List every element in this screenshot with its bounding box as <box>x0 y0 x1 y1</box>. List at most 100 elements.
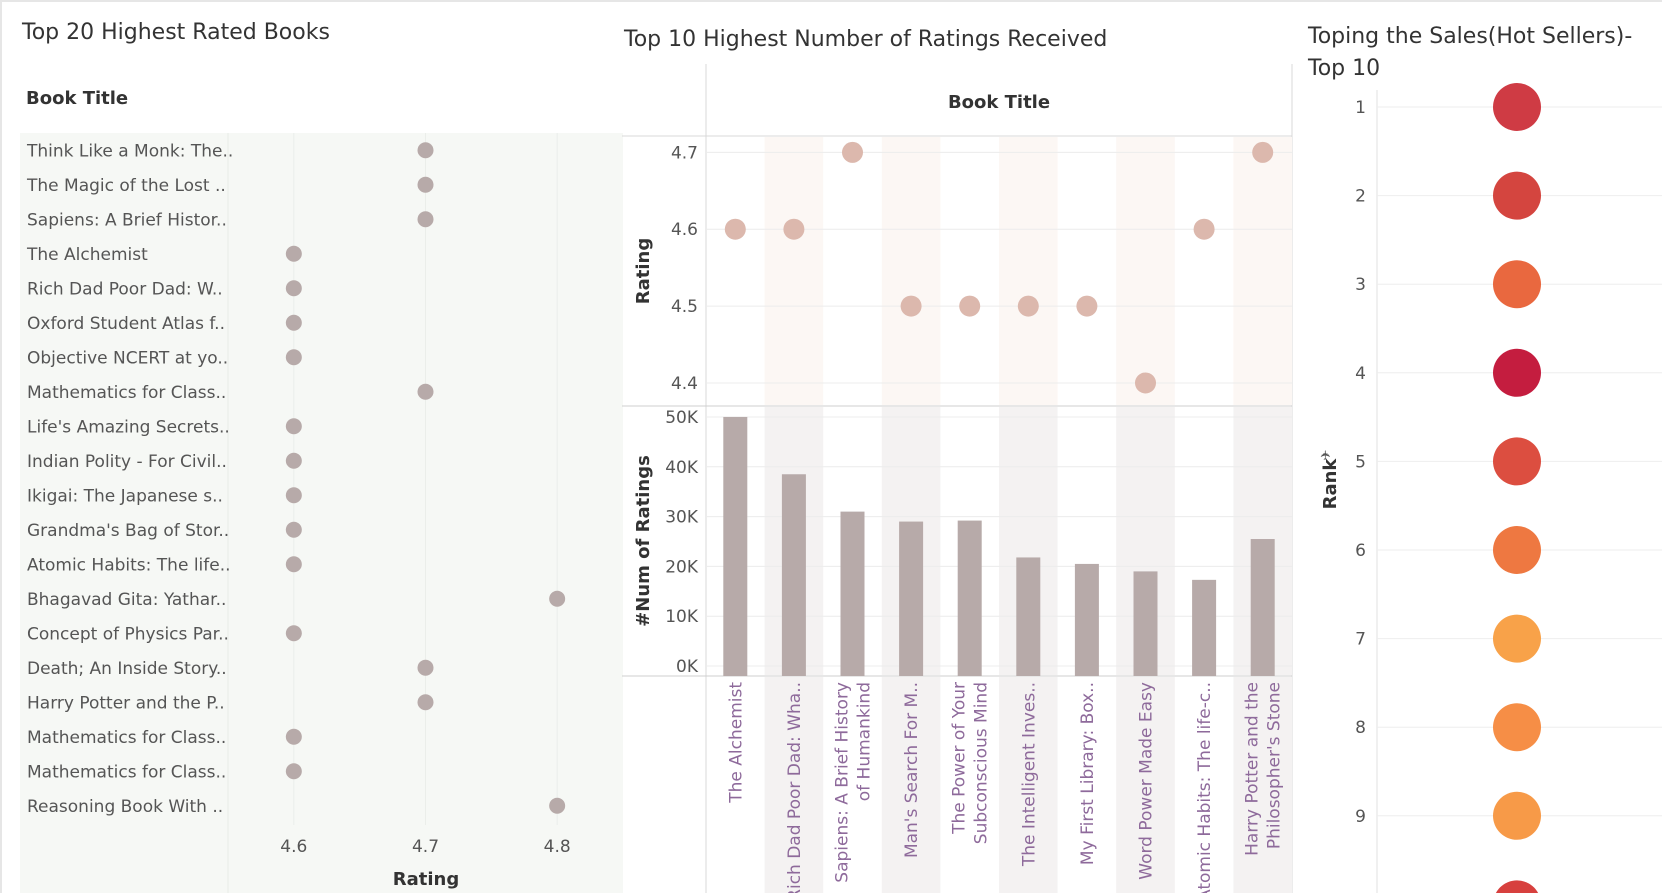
panel1-row-label: Think Like a Monk: The.. <box>26 141 233 161</box>
panel1-row-label: Mathematics for Class.. <box>27 762 226 782</box>
panel2-rating-count-bar[interactable] <box>1074 563 1099 676</box>
panel2-x-category-label: Atomic Habits: The life-c.. <box>1195 682 1215 893</box>
panel3-rank-axis-title: Rank <box>1320 458 1341 510</box>
panel1-rating-dot[interactable] <box>417 211 434 228</box>
panel1-rating-dot[interactable] <box>285 418 302 435</box>
panel1-row-label: Death; An Inside Story.. <box>27 659 227 679</box>
panel2-column-band <box>1233 137 1292 405</box>
panel2-rating-count-bar[interactable] <box>899 521 924 676</box>
panel1-rating-dot[interactable] <box>417 176 434 193</box>
chart-marks: 4.6 4.7 4.8 Think Like a Monk: The.. The Mag… <box>26 83 1541 893</box>
panel1-rating-dot[interactable] <box>417 694 434 711</box>
panel2-rating-dot[interactable] <box>900 295 922 317</box>
panel3-rank-bubble[interactable] <box>1493 791 1541 840</box>
panel1-rating-dot[interactable] <box>549 590 566 607</box>
panel2-rating-axis-title: Rating <box>633 238 654 304</box>
panel2-rating-tick-label: 4.5 <box>671 297 698 317</box>
panel2-rating-count-bar[interactable] <box>840 511 865 676</box>
panel2-rating-dot[interactable] <box>1135 372 1156 394</box>
panel1-x-tick-label: 4.7 <box>412 837 439 857</box>
panel2-x-category-label: Word Power Made Easy <box>1137 682 1157 880</box>
panel1-rating-dot[interactable] <box>285 349 302 366</box>
panel3-rank-label: 6 <box>1355 541 1366 561</box>
panel2-rating-count-bar[interactable] <box>723 416 748 676</box>
panel2-rating-count-bar[interactable] <box>1016 557 1041 676</box>
panel1-rating-dot[interactable] <box>549 797 566 814</box>
panel2-rating-dot[interactable] <box>783 218 805 240</box>
panel1-rating-dot[interactable] <box>285 280 302 297</box>
panel1-row-label: The Alchemist <box>26 245 148 265</box>
panel2-bar-tick-label: 40K <box>665 458 699 478</box>
panel3-rank-bubble[interactable] <box>1493 437 1541 486</box>
panel1-rating-dot[interactable] <box>417 383 434 400</box>
panel2-rating-dot[interactable] <box>842 141 863 163</box>
panel2-x-category-label: My First Library: Box.. <box>1078 682 1098 865</box>
panel2-column-band <box>999 137 1058 405</box>
panel2-column-header: Book Title <box>948 92 1050 113</box>
panel2-rating-count-bar[interactable] <box>1250 539 1275 676</box>
panel2-column-band <box>1116 137 1175 405</box>
panel1-rating-dot[interactable] <box>285 452 302 469</box>
panel1-rating-dot[interactable] <box>285 521 302 538</box>
panel2-x-category-label: Sapiens: A Brief History <box>833 682 853 883</box>
panel2-x-category-label: Harry Potter and the <box>1243 682 1263 856</box>
panel1-rating-dot[interactable] <box>285 556 302 573</box>
panel3-rank-bubble[interactable] <box>1493 83 1541 131</box>
page-left-border <box>0 0 2 893</box>
panel1-x-tick-label: 4.8 <box>544 837 571 857</box>
panel2-rating-dot[interactable] <box>959 295 981 317</box>
panel2-rating-count-bar[interactable] <box>1192 579 1217 676</box>
panel2-x-category-label: The Alchemist <box>726 682 746 804</box>
panel3-title-line2: Top 10 <box>1308 56 1381 81</box>
panel1-rating-dot[interactable] <box>417 142 434 159</box>
panel2-column-band <box>881 137 941 405</box>
sort-icon[interactable]: ✈ <box>1319 449 1334 460</box>
panel1-rating-dot[interactable] <box>285 314 302 331</box>
panel3-rank-label: 5 <box>1355 452 1366 472</box>
panel2-bar-tick-label: 0K <box>676 657 699 677</box>
panel2-rating-count-bar[interactable] <box>957 520 982 676</box>
panel1-row-label: The Magic of the Lost .. <box>26 176 226 196</box>
panel3-rank-bubble[interactable] <box>1493 348 1541 397</box>
panel2-rating-dot[interactable] <box>1193 218 1215 240</box>
page-top-border <box>0 0 1662 2</box>
panel3-rank-bubble[interactable] <box>1493 614 1541 663</box>
panel1-rating-dot[interactable] <box>285 728 302 745</box>
panel1-rating-dot[interactable] <box>285 487 302 504</box>
panel2-column-band <box>764 137 824 405</box>
panel1-rating-dot[interactable] <box>285 763 302 780</box>
panel1-row-label: Indian Polity - For Civil.. <box>27 452 227 472</box>
panel3-rank-bubble[interactable] <box>1493 526 1541 574</box>
panel2-rating-count-bar[interactable] <box>781 474 806 676</box>
panel3-rank-bubble[interactable] <box>1493 260 1541 309</box>
panel1-rating-dot[interactable] <box>417 659 434 676</box>
panel3-title-line1: Toping the Sales(Hot Sellers)- <box>1308 24 1633 49</box>
panel2-rating-dot[interactable] <box>724 218 746 240</box>
panel2-rating-dot[interactable] <box>1076 295 1098 317</box>
panel1-row-label: Mathematics for Class.. <box>27 728 226 748</box>
panel1-row-label: Ikigai: The Japanese s.. <box>27 486 223 506</box>
panel2-x-category-label: of Humankind <box>855 682 875 801</box>
panel3-rank-label: 2 <box>1355 187 1366 207</box>
panel3-rank-bubble[interactable] <box>1493 703 1541 752</box>
panel2-title: Top 10 Highest Number of Ratings Receive… <box>624 27 1108 52</box>
panel2-rating-dot[interactable] <box>1017 295 1039 317</box>
panel1-row-label: Bhagavad Gita: Yathar.. <box>27 590 226 610</box>
panel2-bar-tick-label: 50K <box>665 408 699 428</box>
panel2-column-band <box>1116 677 1175 893</box>
panel1-row-label: Mathematics for Class.. <box>27 383 226 403</box>
panel1-rating-dot[interactable] <box>285 625 302 642</box>
panel2-x-category-label: Subconscious Mind <box>972 682 992 844</box>
panel1-title: Top 20 Highest Rated Books <box>22 20 330 45</box>
panel3-rank-label: 3 <box>1355 275 1366 295</box>
panel1-row-label: Reasoning Book With .. <box>27 797 223 817</box>
panel2-column-band <box>764 677 824 893</box>
panel3-rank-bubble[interactable] <box>1493 880 1541 893</box>
panel1-rating-dot[interactable] <box>285 245 302 262</box>
panel3-rank-bubble[interactable] <box>1493 171 1541 220</box>
panel2-bar-tick-label: 30K <box>665 508 699 528</box>
panel2-rating-dot[interactable] <box>1252 141 1274 163</box>
panel2-rating-count-bar[interactable] <box>1133 571 1158 676</box>
panel1-row-header: Book Title <box>26 88 128 109</box>
